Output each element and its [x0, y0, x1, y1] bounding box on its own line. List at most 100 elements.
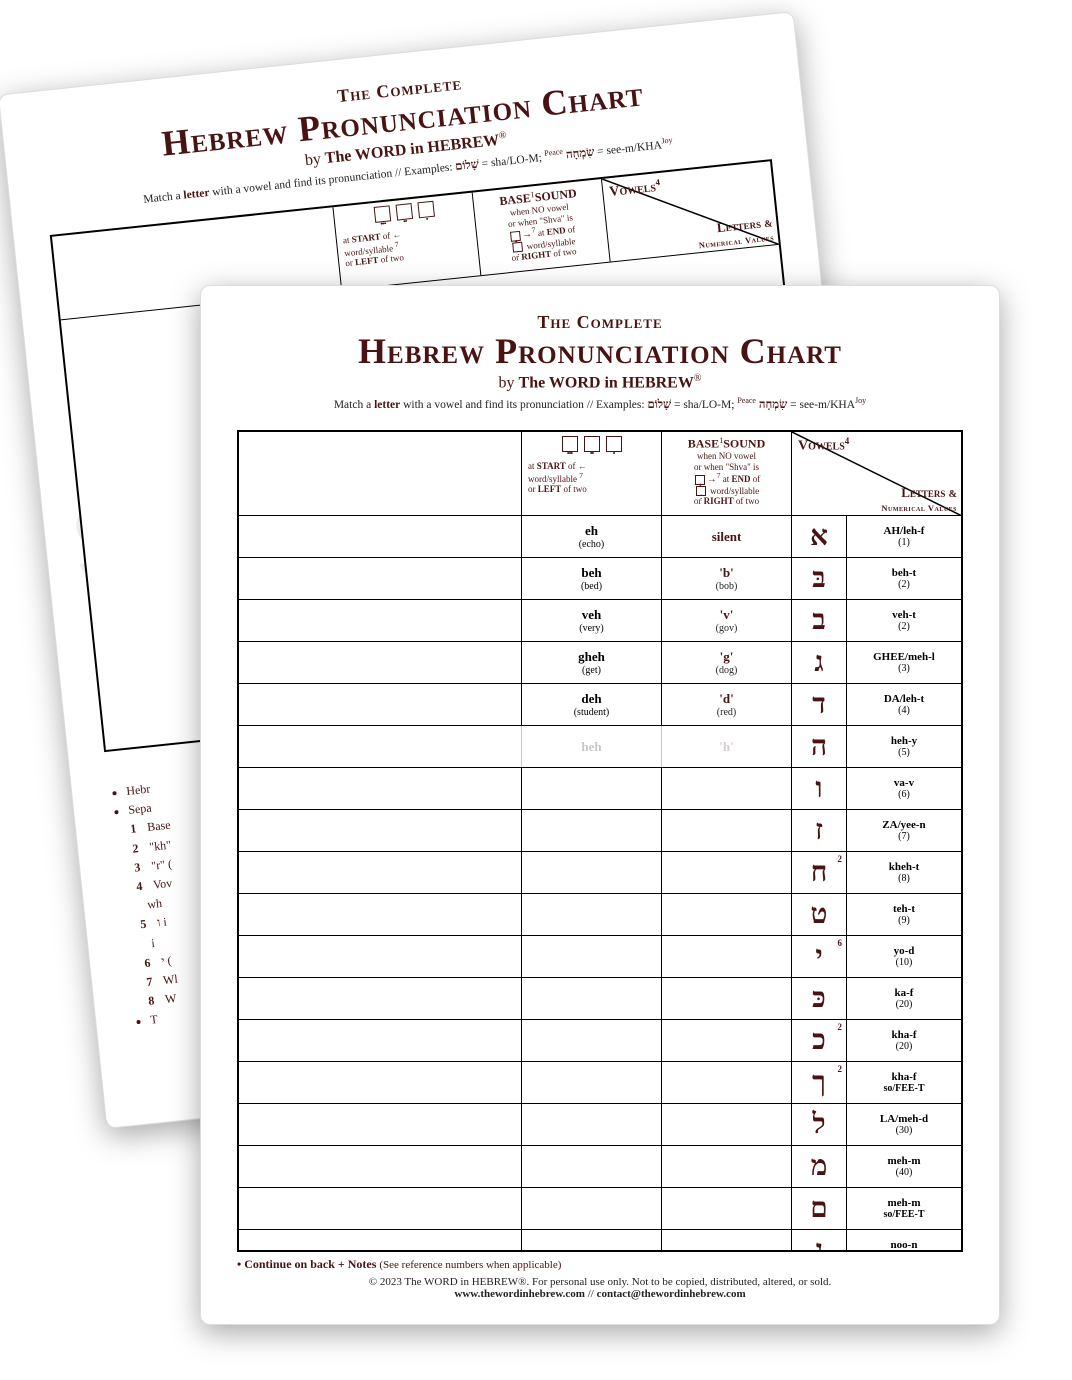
- table-row: ח2kheh-t(8): [239, 852, 961, 894]
- cell-sound: [521, 1188, 661, 1229]
- cell-sound: eh(echo): [521, 516, 661, 557]
- chart: ••• •• • at START of ← word/syllable 7 o…: [237, 430, 963, 1252]
- cell-letter: ג: [791, 642, 846, 683]
- cell-name: kheh-t(8): [846, 852, 961, 893]
- cell-base: [661, 1104, 791, 1145]
- cell-base: [661, 768, 791, 809]
- cell-name: va-v(6): [846, 768, 961, 809]
- table-row: זZA/yee-n(7): [239, 810, 961, 852]
- shva-box-icon: :: [696, 486, 706, 496]
- cell-blank: [239, 558, 521, 599]
- stage: SAMPLE The Complete Hebrew Pronunciation…: [0, 0, 1072, 1380]
- ex1-heb-f: שָׁלוֹם: [647, 399, 671, 411]
- cell-base: [661, 1020, 791, 1061]
- cell-letter: ט: [791, 894, 846, 935]
- vowel-box-icon: ••: [584, 436, 600, 452]
- cell-name: ZA/yee-n(7): [846, 810, 961, 851]
- cell-letter: ב: [791, 600, 846, 641]
- instr-letter-f: letter: [374, 399, 400, 411]
- vowels-label: Vowels4: [798, 436, 849, 455]
- cell-name: GHEE/meh-l(3): [846, 642, 961, 683]
- numvalues-label: Numerical Values: [881, 503, 957, 513]
- contact-line: www.thewordinhebrew.com // contact@thewo…: [237, 1288, 963, 1300]
- cell-sound: [521, 1020, 661, 1061]
- cell-blank: [239, 768, 521, 809]
- cell-name: veh-t(2): [846, 600, 961, 641]
- page-front-inner: SAMPLE SAMPLE SAMPLE The Complete Hebrew…: [217, 302, 983, 1308]
- cell-name: AH/leh-f(1): [846, 516, 961, 557]
- cell-sound: [521, 1062, 661, 1103]
- cell-letter: ל: [791, 1104, 846, 1145]
- cell-sound: [521, 852, 661, 893]
- cell-name: teh-t(9): [846, 894, 961, 935]
- by-prefix: by: [304, 150, 326, 169]
- cell-sound: [521, 1230, 661, 1250]
- ex1-eq-f: = sha/LO-M;: [671, 399, 737, 411]
- cell-base: [661, 852, 791, 893]
- cell-letter: נ: [791, 1230, 846, 1250]
- ex2-eq-f: = see-m/KHA: [787, 399, 855, 411]
- title-block: The Complete Hebrew Pronunciation Chart …: [217, 302, 983, 392]
- shva-box-icon: •: [695, 475, 705, 485]
- title-by: by The WORD in HEBREW®: [217, 373, 983, 392]
- table-row: י6yo-d(10): [239, 936, 961, 978]
- cell-letter: י6: [791, 936, 846, 977]
- cell-letter: כ2: [791, 1020, 846, 1061]
- table-row: טteh-t(9): [239, 894, 961, 936]
- cell-letter: ח2: [791, 852, 846, 893]
- hcol-vowelboxes-f: ••• •• • at START of ← word/syllable 7 o…: [521, 432, 661, 515]
- cell-letter: כּ: [791, 978, 846, 1019]
- cell-blank: [239, 852, 521, 893]
- chart-header: ••• •• • at START of ← word/syllable 7 o…: [239, 432, 961, 516]
- table-row: נnoo-n(50): [239, 1230, 961, 1250]
- cell-blank: [239, 894, 521, 935]
- cell-letter: ו: [791, 768, 846, 809]
- instr-pre: Match a: [143, 190, 184, 206]
- reg-mark: ®: [498, 130, 507, 142]
- cell-base: [661, 1146, 791, 1187]
- instructions: Match a letter with a vowel and find its…: [237, 396, 963, 411]
- hcol-vowelboxes: ••• •• • at START of ← word/syllable 7 o…: [332, 193, 480, 290]
- cell-base: [661, 1188, 791, 1229]
- cell-sound: heh: [521, 726, 661, 767]
- cell-base: [661, 936, 791, 977]
- cell-name: meh-m(40): [846, 1146, 961, 1187]
- cell-blank: [239, 1020, 521, 1061]
- table-row: veh(very)'v'(gov)בveh-t(2): [239, 600, 961, 642]
- title-main: Hebrew Pronunciation Chart: [217, 333, 983, 371]
- cell-base: [661, 894, 791, 935]
- back-note-item: T: [149, 1007, 191, 1030]
- cell-blank: [239, 1230, 521, 1250]
- vowelbox-text: at START of ← word/syllable 7 or LEFT of…: [528, 454, 655, 495]
- cell-base: silent: [661, 516, 791, 557]
- cell-base: 'g'(dog): [661, 642, 791, 683]
- cell-base: [661, 978, 791, 1019]
- cell-name: LA/meh-d(30): [846, 1104, 961, 1145]
- cell-blank: [239, 978, 521, 1019]
- cell-name: meh-mso/FEE-T: [846, 1188, 961, 1229]
- letters-label: Letters &: [901, 485, 957, 501]
- table-row: beh(bed)'b'(bob)בּbeh-t(2): [239, 558, 961, 600]
- instr-letter: letter: [183, 187, 210, 202]
- cell-name: yo-d(10): [846, 936, 961, 977]
- cell-base: [661, 1230, 791, 1250]
- cell-name: heh-y(5): [846, 726, 961, 767]
- contact-email: contact@thewordinhebrew.com: [597, 1288, 746, 1300]
- cell-sound: [521, 978, 661, 1019]
- cell-base: 'd'(red): [661, 684, 791, 725]
- continue-note: • Continue on back + Notes (See referenc…: [237, 1257, 963, 1272]
- cell-letter: ד: [791, 684, 846, 725]
- cell-name: kha-f(20): [846, 1020, 961, 1061]
- table-row: heh'h'הheh-y(5): [239, 726, 961, 768]
- table-row: םmeh-mso/FEE-T: [239, 1188, 961, 1230]
- hcol-vowels-f: Vowels4 Letters & Numerical Values: [791, 432, 961, 515]
- cell-letter: בּ: [791, 558, 846, 599]
- cell-blank: [239, 936, 521, 977]
- ex2-heb: שִׂמְחָה: [566, 147, 595, 162]
- website-url: www.thewordinhebrew.com: [454, 1288, 585, 1300]
- cell-letter: מ: [791, 1146, 846, 1187]
- ex1-eq: = sha/LO-M;: [478, 152, 545, 171]
- cell-name: DA/leh-t(4): [846, 684, 961, 725]
- cell-blank: [239, 516, 521, 557]
- cell-name: ka-f(20): [846, 978, 961, 1019]
